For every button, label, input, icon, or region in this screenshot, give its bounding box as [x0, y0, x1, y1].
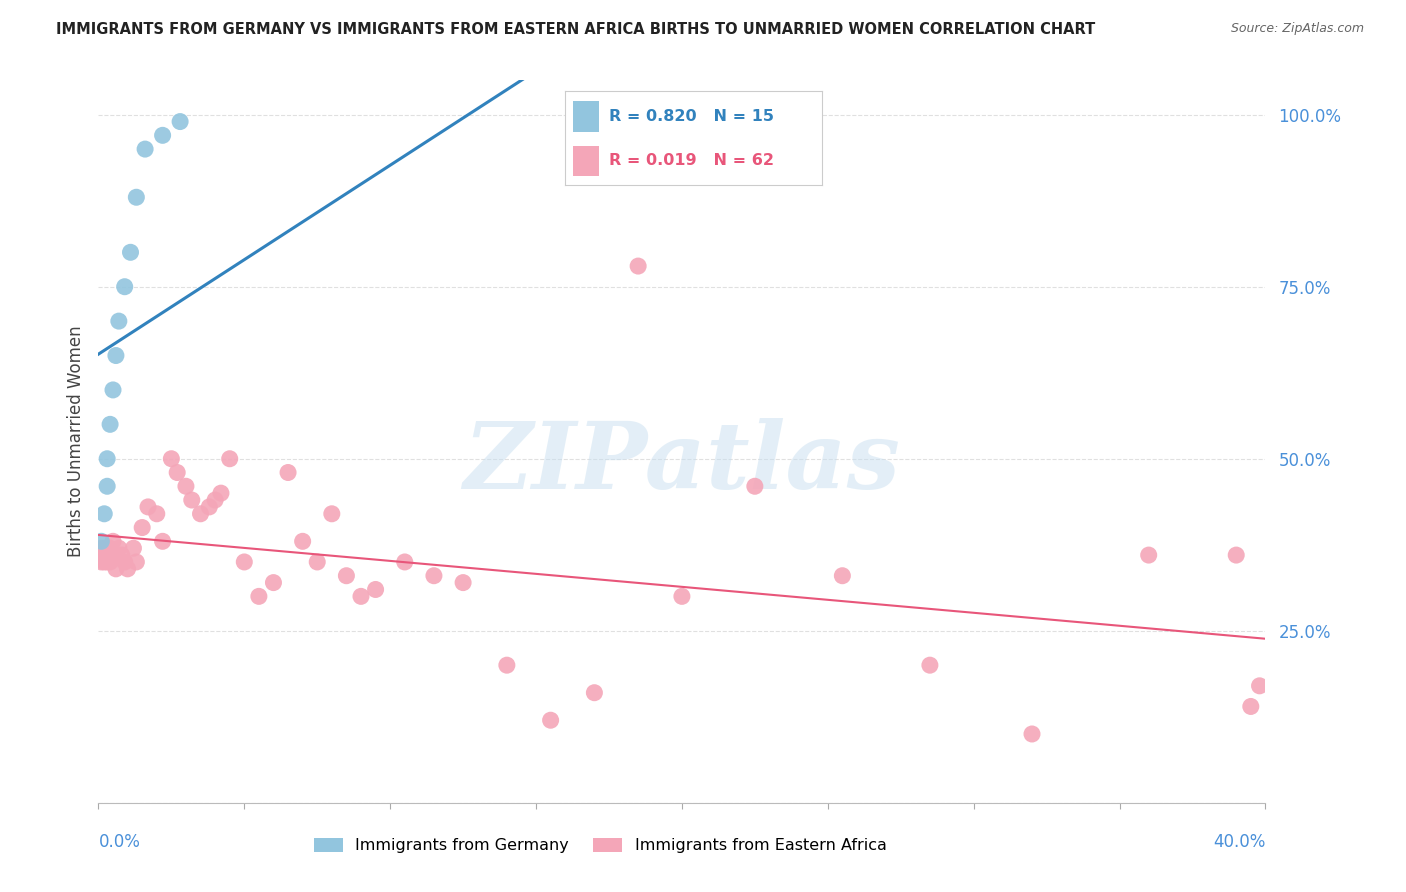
- Point: [277, 466, 299, 480]
- Point: [134, 142, 156, 156]
- Point: [496, 658, 519, 673]
- Point: [93, 541, 115, 556]
- Point: [90, 555, 112, 569]
- Point: [423, 568, 446, 582]
- Point: [93, 548, 115, 562]
- Text: IMMIGRANTS FROM GERMANY VS IMMIGRANTS FROM EASTERN AFRICA BIRTHS TO UNMARRIED WO: IMMIGRANTS FROM GERMANY VS IMMIGRANTS FR…: [56, 22, 1095, 37]
- Point: [1249, 679, 1271, 693]
- Point: [96, 479, 118, 493]
- Point: [1021, 727, 1043, 741]
- Point: [131, 520, 153, 534]
- Point: [627, 259, 650, 273]
- Point: [101, 534, 124, 549]
- Point: [93, 555, 115, 569]
- Point: [831, 568, 853, 582]
- Text: ZIPatlas: ZIPatlas: [464, 418, 900, 508]
- Point: [152, 534, 174, 549]
- Point: [451, 575, 474, 590]
- Point: [307, 555, 329, 569]
- Legend: Immigrants from Germany, Immigrants from Eastern Africa: Immigrants from Germany, Immigrants from…: [308, 831, 893, 860]
- Point: [108, 314, 131, 328]
- Point: [744, 479, 766, 493]
- Text: 40.0%: 40.0%: [1213, 833, 1265, 851]
- Point: [104, 349, 127, 363]
- Point: [160, 451, 183, 466]
- Point: [568, 114, 591, 128]
- Point: [262, 575, 284, 590]
- Point: [321, 507, 343, 521]
- Point: [190, 507, 212, 521]
- Text: Source: ZipAtlas.com: Source: ZipAtlas.com: [1230, 22, 1364, 36]
- Point: [98, 541, 121, 556]
- Point: [101, 383, 124, 397]
- Point: [104, 548, 127, 562]
- Point: [96, 541, 118, 556]
- Point: [108, 541, 131, 556]
- Point: [174, 479, 197, 493]
- Point: [125, 555, 148, 569]
- Point: [136, 500, 159, 514]
- Point: [146, 507, 169, 521]
- Point: [198, 500, 221, 514]
- Point: [209, 486, 232, 500]
- Point: [394, 555, 416, 569]
- Point: [120, 245, 142, 260]
- Point: [1225, 548, 1247, 562]
- Point: [90, 534, 112, 549]
- Point: [125, 190, 148, 204]
- Point: [96, 548, 118, 562]
- Point: [98, 417, 121, 432]
- Point: [93, 548, 115, 562]
- Point: [364, 582, 387, 597]
- Point: [90, 541, 112, 556]
- Point: [111, 548, 134, 562]
- Point: [1240, 699, 1263, 714]
- Point: [104, 562, 127, 576]
- Y-axis label: Births to Unmarried Women: Births to Unmarried Women: [66, 326, 84, 558]
- Point: [96, 451, 118, 466]
- Point: [291, 534, 314, 549]
- Point: [98, 555, 121, 569]
- Point: [180, 493, 202, 508]
- Point: [152, 128, 174, 143]
- Point: [117, 562, 139, 576]
- Point: [218, 451, 240, 466]
- Point: [540, 713, 562, 727]
- Point: [671, 590, 693, 604]
- Point: [93, 507, 115, 521]
- Text: 0.0%: 0.0%: [98, 833, 141, 851]
- Point: [90, 548, 112, 562]
- Point: [166, 466, 188, 480]
- Point: [98, 548, 121, 562]
- Point: [1137, 548, 1160, 562]
- Point: [583, 686, 606, 700]
- Point: [114, 555, 136, 569]
- Point: [101, 548, 124, 562]
- Point: [169, 114, 191, 128]
- Point: [122, 541, 145, 556]
- Point: [96, 555, 118, 569]
- Point: [918, 658, 941, 673]
- Point: [114, 279, 136, 293]
- Point: [233, 555, 256, 569]
- Point: [204, 493, 226, 508]
- Point: [350, 590, 373, 604]
- Point: [335, 568, 357, 582]
- Point: [247, 590, 270, 604]
